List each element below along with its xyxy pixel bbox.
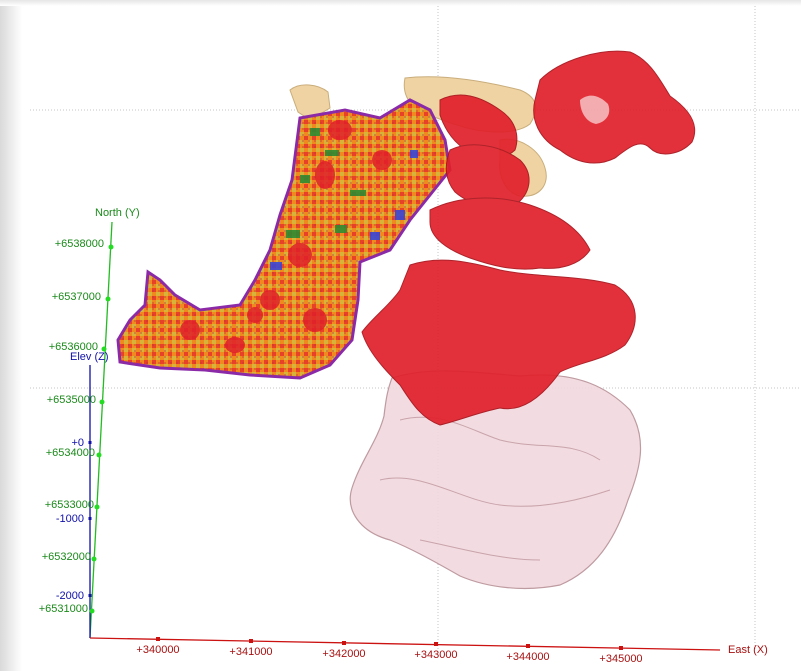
north-tick-label: +6531000 (39, 603, 88, 615)
east-tick-label: +344000 (506, 651, 549, 663)
north-tick-label: +6532000 (42, 551, 91, 563)
north-tick-label: +6534000 (46, 447, 95, 459)
north-axis-title: North (Y) (95, 207, 140, 219)
north-tick-label: +6533000 (45, 499, 94, 511)
panel-top-shade (0, 0, 801, 6)
red-ore-bodies[interactable] (361, 50, 696, 426)
east-tick-label: +343000 (414, 649, 457, 661)
panel-edge-shadow (0, 0, 22, 671)
east-tick-label: +340000 (136, 644, 179, 656)
north-tick-label: +6536000 (49, 341, 98, 353)
block-model[interactable] (116, 98, 452, 380)
north-axis-ticks: +6538000 +6537000 +6536000 +6535000 +653… (39, 238, 114, 615)
elev-tick-label: -2000 (56, 590, 84, 602)
elev-tick-label: -1000 (56, 513, 84, 525)
east-axis-ticks: +340000 +341000 +342000 +343000 +344000 … (136, 637, 643, 665)
east-tick-label: +342000 (322, 648, 365, 660)
east-tick-label: +345000 (599, 653, 642, 665)
east-tick-label: +341000 (229, 646, 272, 658)
north-tick-label: +6537000 (52, 291, 101, 303)
north-axis (89, 221, 113, 639)
north-tick-label: +6535000 (47, 394, 96, 406)
elev-axis-ticks: +0 -1000 -2000 (56, 437, 92, 602)
east-axis (89, 637, 721, 651)
east-axis-title: East (X) (728, 644, 768, 656)
north-tick-label: +6538000 (55, 238, 104, 250)
elev-axis-title: Elev (Z) (70, 351, 109, 363)
elev-tick-label: +0 (71, 437, 84, 449)
